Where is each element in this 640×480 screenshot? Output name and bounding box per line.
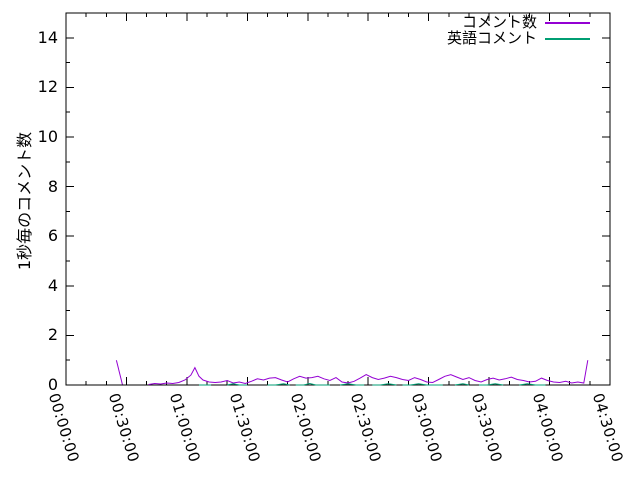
- series-line-1: [295, 382, 330, 386]
- series-line-1: [227, 383, 248, 386]
- legend-line-english-comments: [545, 38, 590, 40]
- series-line-0: [148, 360, 589, 385]
- y-tick-label: 6: [47, 226, 58, 246]
- series-line-1: [372, 383, 397, 386]
- legend-label-english-comments: 英語コメント: [446, 29, 537, 47]
- y-tick-label: 12: [37, 77, 58, 97]
- series-line-1: [479, 383, 504, 386]
- series-line-1: [267, 383, 290, 386]
- y-tick-label: 14: [37, 27, 58, 47]
- series-line-1: [339, 383, 365, 386]
- y-tick-label: 0: [47, 375, 58, 394]
- y-tick-label: 10: [37, 127, 58, 146]
- y-tick-label: 2: [47, 325, 58, 345]
- series-line-1: [519, 383, 546, 386]
- y-tick-label: 8: [47, 176, 58, 196]
- y-tick-label: 4: [47, 275, 58, 295]
- plot-border: [65, 12, 611, 386]
- series-line-1: [454, 383, 470, 386]
- series-line-0: [115, 360, 123, 385]
- legend-line-comments: [545, 22, 590, 24]
- legend-label-comments: コメント数: [461, 13, 537, 31]
- series-line-1: [402, 383, 443, 386]
